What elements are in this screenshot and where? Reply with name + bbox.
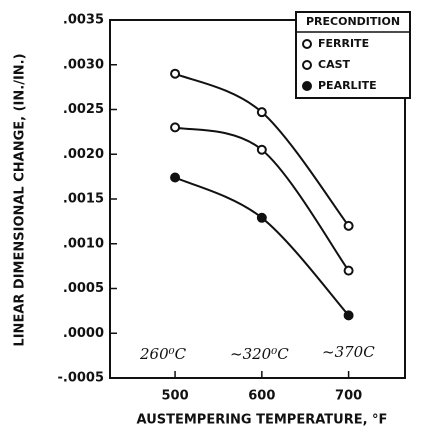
y-axis-label: LINEAR DIMENSIONAL CHANGE, (IN./IN.)	[13, 53, 28, 346]
y-tick-label: .0010	[63, 236, 104, 251]
legend-marker	[302, 39, 312, 49]
series-line	[174, 176, 350, 317]
data-point	[343, 310, 354, 321]
legend-marker	[302, 60, 312, 70]
legend-marker	[302, 81, 312, 91]
x-axis-label: AUSTEMPERING TEMPERATURE, °F	[137, 413, 388, 428]
x-tick-label: 500	[162, 389, 189, 404]
legend-label: CAST	[318, 58, 351, 71]
data-point	[256, 144, 267, 155]
y-tick-label: .0035	[63, 13, 104, 28]
data-point	[170, 172, 181, 183]
annotation: 260⁰C	[139, 345, 187, 363]
y-tick-label: .0000	[63, 326, 104, 341]
data-point	[256, 212, 267, 223]
y-tick-label: .0005	[63, 281, 104, 296]
x-tick-label: 700	[335, 389, 362, 404]
x-tick-label: 600	[248, 389, 275, 404]
legend-title: PRECONDITION	[306, 15, 400, 28]
legend-box	[295, 11, 411, 99]
y-tick-label: -.0005	[57, 371, 104, 386]
annotation: ~320⁰C	[230, 345, 289, 363]
y-tick-label: .0025	[63, 102, 104, 117]
y-tick-label: .0020	[63, 147, 104, 162]
data-point	[170, 122, 181, 133]
data-point	[343, 220, 354, 231]
legend-label: PEARLITE	[318, 79, 377, 92]
annotation: ~370C	[322, 343, 375, 361]
data-point	[256, 107, 267, 118]
y-tick-label: .0030	[63, 57, 104, 72]
data-point	[343, 265, 354, 276]
data-point	[170, 68, 181, 79]
legend-label: FERRITE	[318, 37, 369, 50]
y-tick-label: .0015	[63, 192, 104, 207]
